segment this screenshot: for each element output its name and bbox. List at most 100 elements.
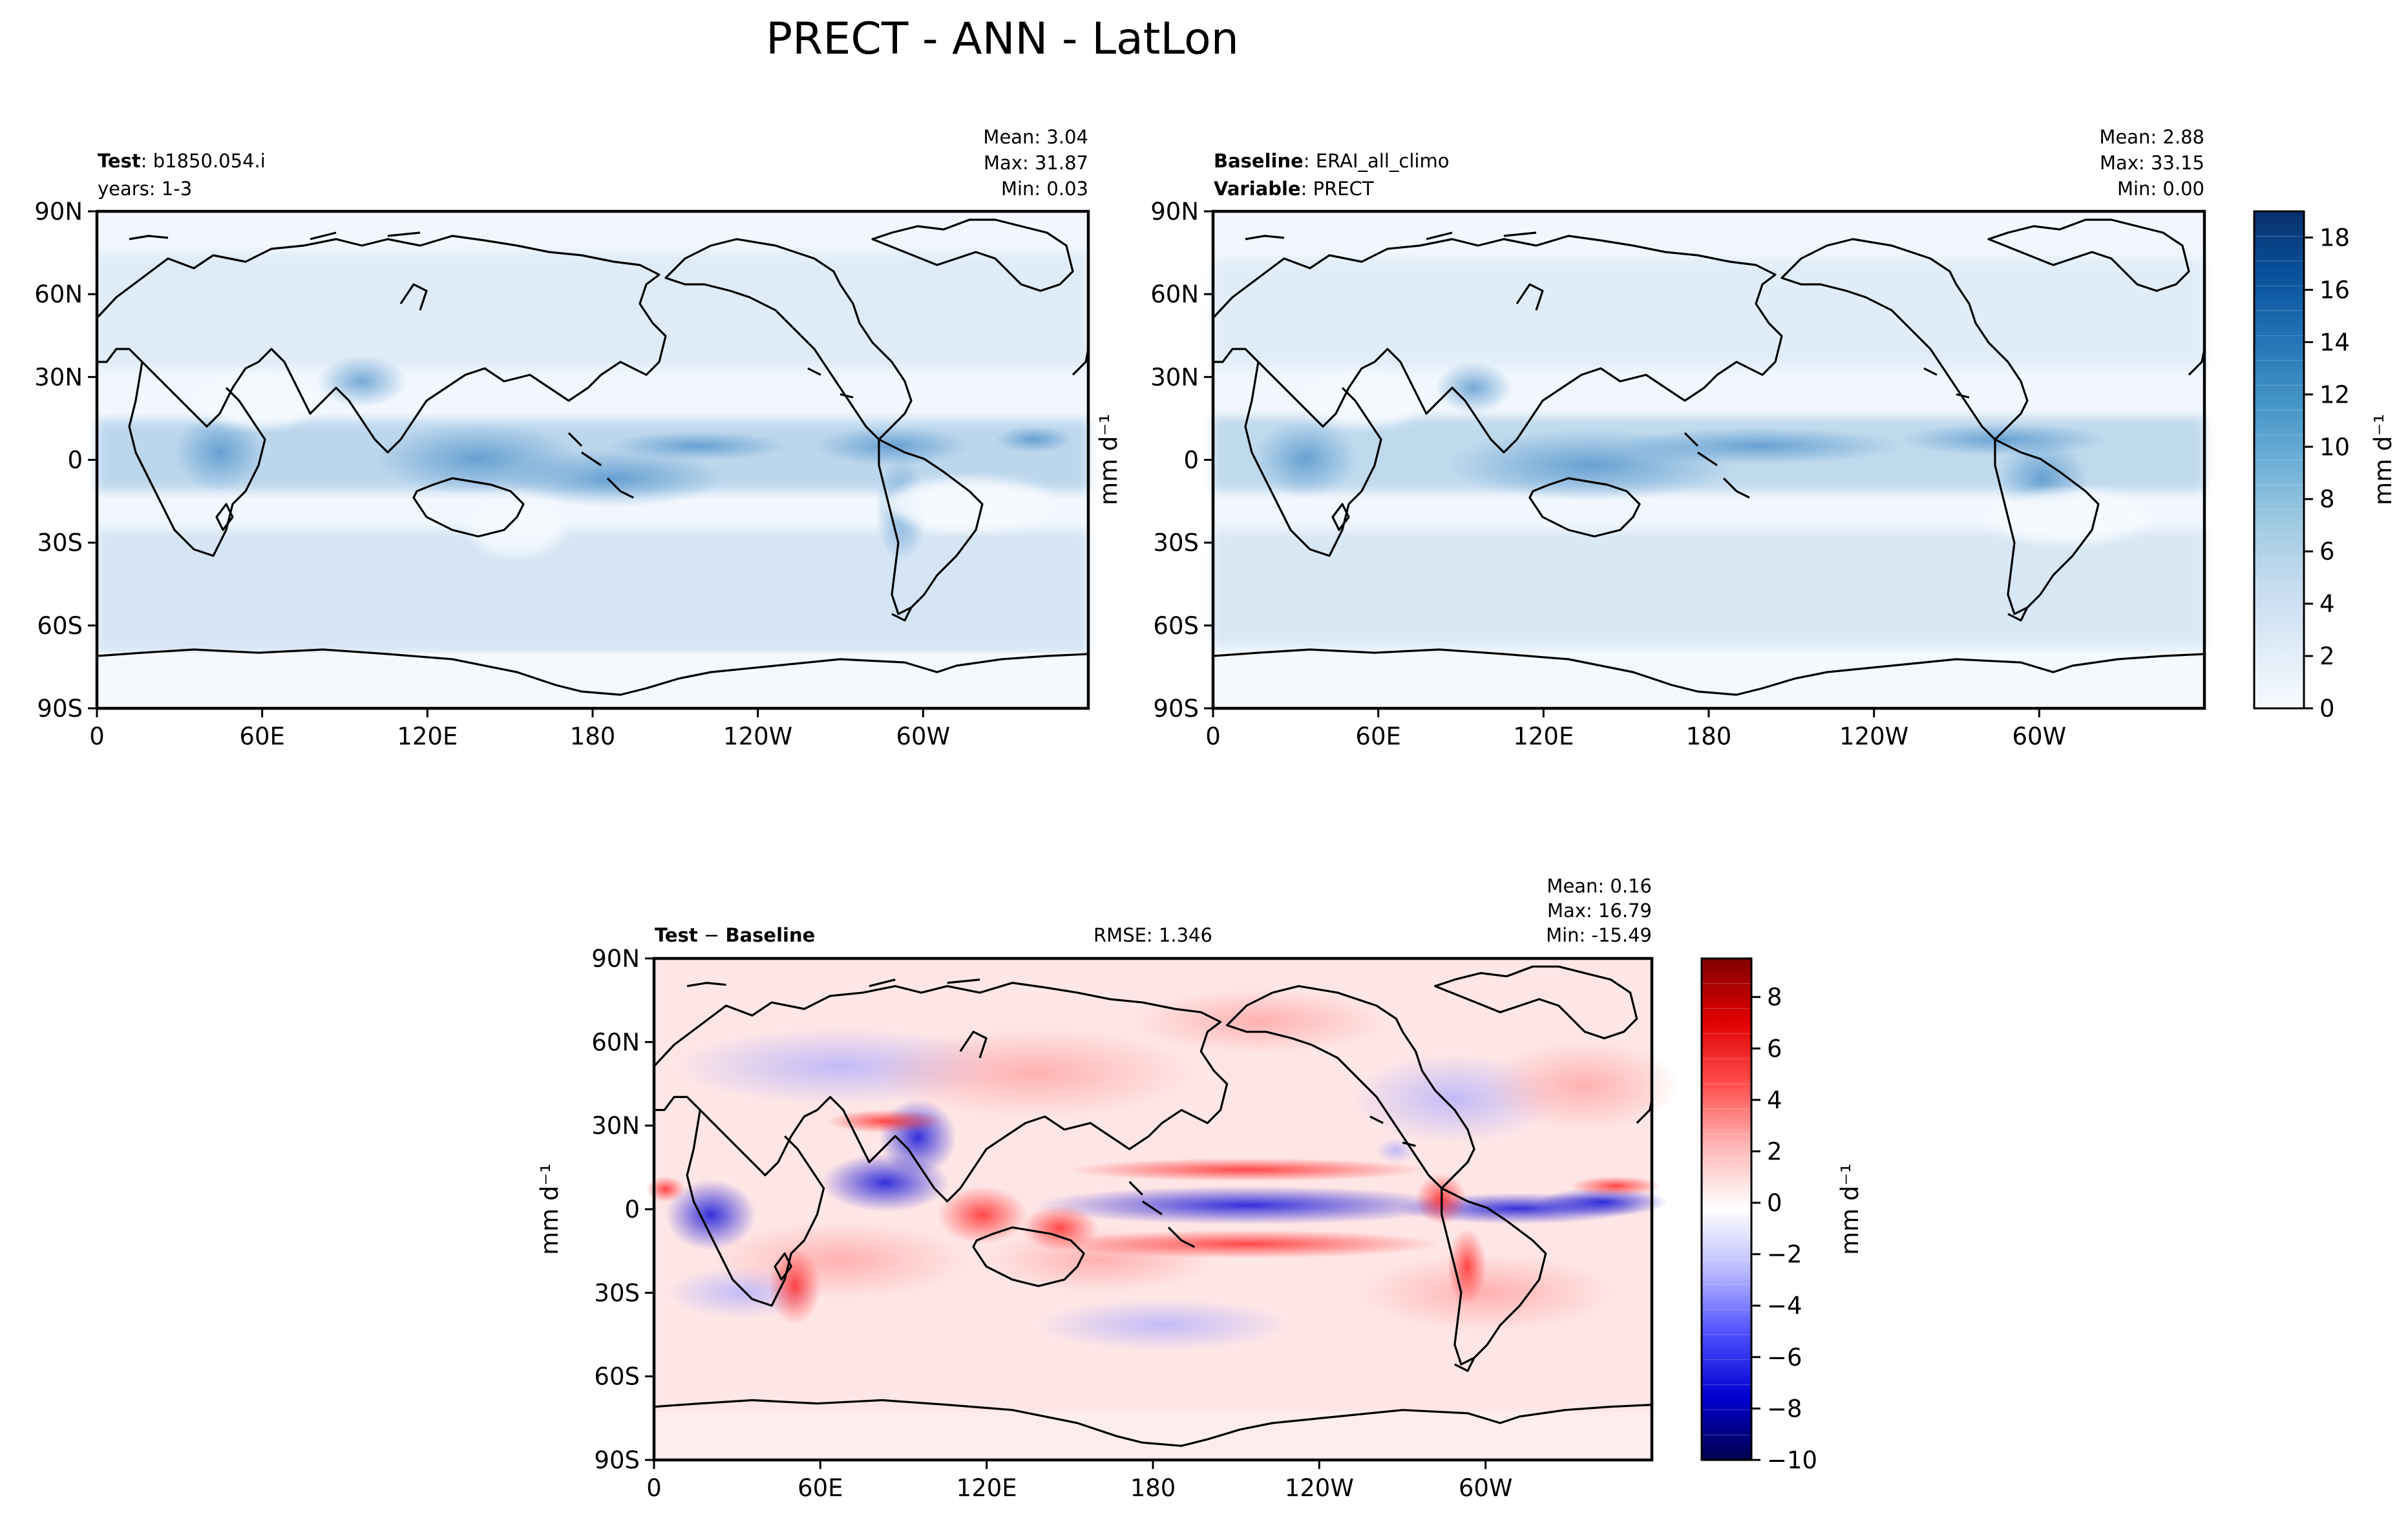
- test-stat-mean: Mean: 3.04: [983, 126, 1088, 148]
- baseline-label-bold: Baseline: [1214, 150, 1304, 172]
- baseline-y-tick-label: 30N: [1150, 363, 1199, 391]
- difference-colorbar: −10 −8 −6 −4 −2 0 2 4 6 8 mm d⁻¹: [1700, 957, 1864, 1474]
- baseline-y-tick-label: 90S: [1153, 695, 1199, 723]
- test-x-tick-label: 60W: [896, 723, 950, 750]
- baseline-colorbar-tick-label: 10: [2319, 433, 2350, 461]
- test-label: Test: b1850.054.i: [98, 150, 266, 172]
- baseline-y-tick-label: 90N: [1150, 198, 1199, 226]
- difference-y-tick-label: 0: [624, 1196, 640, 1223]
- difference-colorbar-label: mm d⁻¹: [1836, 1163, 1864, 1255]
- difference-units-label: mm d⁻¹: [536, 1163, 564, 1255]
- difference-x-tick-label: 0: [646, 1474, 662, 1502]
- baseline-coastlines: [1212, 218, 2206, 696]
- baseline-colorbar-tick-label: 16: [2319, 276, 2350, 304]
- baseline-colorbar-fill: [2254, 211, 2304, 708]
- difference-label-baseline: Baseline: [725, 924, 815, 946]
- baseline-variable-bold: Variable: [1214, 178, 1301, 200]
- difference-x-tick-label: 60W: [1459, 1474, 1513, 1502]
- baseline-colorbar-tick-label: 6: [2319, 538, 2335, 565]
- difference-y-tick-label: 30N: [591, 1112, 640, 1140]
- difference-colorbar-frame: [1700, 957, 1753, 1461]
- test-x-ticks: 0 60E 120E 180 120W 60W: [89, 708, 950, 750]
- baseline-variable-label: Variable: PRECT: [1214, 178, 1374, 200]
- test-coastlines: [96, 218, 1090, 696]
- difference-label-sep: −: [698, 924, 726, 946]
- difference-x-ticks: 0 60E 120E 180 120W 60W: [646, 1460, 1513, 1502]
- baseline-x-tick-label: 120W: [1839, 723, 1908, 750]
- difference-colorbar-tick-label: 8: [1767, 984, 1782, 1011]
- baseline-x-ticks: 0 60E 120E 180 120W 60W: [1205, 708, 2066, 750]
- test-y-tick-label: 60N: [34, 280, 83, 308]
- test-x-tick-label: 120E: [397, 723, 458, 750]
- difference-label-test: Test: [655, 924, 698, 946]
- difference-x-tick-label: 180: [1130, 1474, 1176, 1502]
- test-y-tick-label: 30N: [34, 363, 83, 391]
- test-stat-max: Max: 31.87: [984, 152, 1088, 174]
- baseline-x-tick-label: 180: [1686, 723, 1732, 750]
- difference-x-tick-label: 120W: [1285, 1474, 1354, 1502]
- baseline-colorbar-ticks: 0 2 4 6 8 10 12 14 16 18: [2304, 224, 2350, 723]
- difference-stat-min: Min: -15.49: [1546, 924, 1652, 946]
- difference-colorbar-tick-label: 4: [1767, 1086, 1782, 1114]
- difference-colorbar-tick-label: −2: [1767, 1241, 1802, 1269]
- difference-colorbar-tick-label: −10: [1767, 1446, 1817, 1474]
- baseline-colorbar-frame: [2253, 210, 2305, 710]
- difference-rmse: RMSE: 1.346: [1093, 924, 1212, 946]
- baseline-colorbar-tick-label: 14: [2319, 328, 2350, 356]
- baseline-y-tick-label: 60N: [1150, 280, 1199, 308]
- baseline-x-tick-label: 120E: [1513, 723, 1574, 750]
- difference-colorbar-tick-label: −8: [1767, 1395, 1802, 1422]
- baseline-stat-mean: Mean: 2.88: [2099, 126, 2204, 148]
- test-x-tick-label: 60E: [239, 723, 284, 750]
- baseline-y-tick-label: 60S: [1153, 612, 1199, 640]
- difference-colorbar-ticks: −10 −8 −6 −4 −2 0 2 4 6 8: [1751, 984, 1817, 1474]
- baseline-stat-max: Max: 33.15: [2100, 152, 2204, 174]
- difference-colorbar-fill: [1702, 958, 1751, 1460]
- difference-colorbar-bands: [1702, 983, 1751, 1435]
- test-y-tick-label: 30S: [37, 529, 83, 557]
- baseline-colorbar-tick-label: 0: [2319, 695, 2335, 723]
- baseline-variable-value: PRECT: [1313, 178, 1374, 200]
- baseline-variable-colon: :: [1301, 178, 1313, 200]
- difference-panel: Test − Baseline RMSE: 1.346 Mean: 0.16 M…: [536, 875, 1680, 1502]
- test-x-tick-label: 120W: [723, 723, 792, 750]
- baseline-stat-min: Min: 0.00: [2117, 178, 2204, 200]
- test-stat-min: Min: 0.03: [1001, 178, 1088, 200]
- difference-y-tick-label: 30S: [594, 1279, 640, 1307]
- difference-stat-mean: Mean: 0.16: [1547, 875, 1652, 897]
- difference-y-tick-label: 60S: [594, 1363, 640, 1391]
- difference-y-tick-label: 60N: [591, 1028, 640, 1056]
- baseline-colorbar-tick-label: 4: [2319, 590, 2335, 618]
- baseline-colorbar-tick-label: 2: [2319, 642, 2335, 670]
- baseline-colorbar-bands: [2254, 235, 2304, 684]
- baseline-label-value: ERAI_all_climo: [1316, 150, 1450, 172]
- test-label-value: b1850.054.i: [153, 150, 266, 172]
- baseline-label-colon: :: [1304, 150, 1316, 172]
- difference-y-ticks: 90N 60N 30N 0 30S 60S 90S: [591, 945, 654, 1474]
- baseline-y-tick-label: 0: [1183, 447, 1199, 474]
- test-label-bold: Test: [98, 150, 141, 172]
- difference-x-tick-label: 60E: [797, 1474, 843, 1502]
- baseline-y-tick-label: 30S: [1153, 529, 1199, 557]
- difference-stat-max: Max: 16.79: [1547, 900, 1652, 922]
- test-field: [97, 211, 1088, 708]
- baseline-colorbar: 0 2 4 6 8 10 12 14 16 18 mm d⁻¹: [2253, 210, 2397, 723]
- test-x-tick-label: 0: [89, 723, 105, 750]
- baseline-units-label: mm d⁻¹: [1095, 414, 1123, 505]
- test-y-tick-label: 90S: [37, 695, 83, 723]
- test-label-colon: :: [141, 150, 153, 172]
- test-y-tick-label: 60S: [37, 612, 83, 640]
- test-x-tick-label: 180: [570, 723, 616, 750]
- test-y-ticks: 90N 60N 30N 0 30S 60S 90S: [34, 198, 97, 723]
- difference-y-tick-label: 90N: [591, 945, 640, 973]
- test-panel: Test: b1850.054.i years: 1-3 Mean: 3.04 …: [34, 126, 1090, 750]
- baseline-colorbar-tick-label: 12: [2319, 381, 2350, 408]
- difference-x-tick-label: 120E: [956, 1474, 1017, 1502]
- test-label-line2: years: 1-3: [98, 178, 192, 200]
- test-y-tick-label: 90N: [34, 198, 83, 226]
- difference-y-tick-label: 90S: [594, 1446, 640, 1474]
- difference-field: [646, 958, 1680, 1460]
- baseline-y-ticks: 90N 60N 30N 0 30S 60S 90S: [1150, 198, 1213, 723]
- difference-label: Test − Baseline: [655, 924, 815, 946]
